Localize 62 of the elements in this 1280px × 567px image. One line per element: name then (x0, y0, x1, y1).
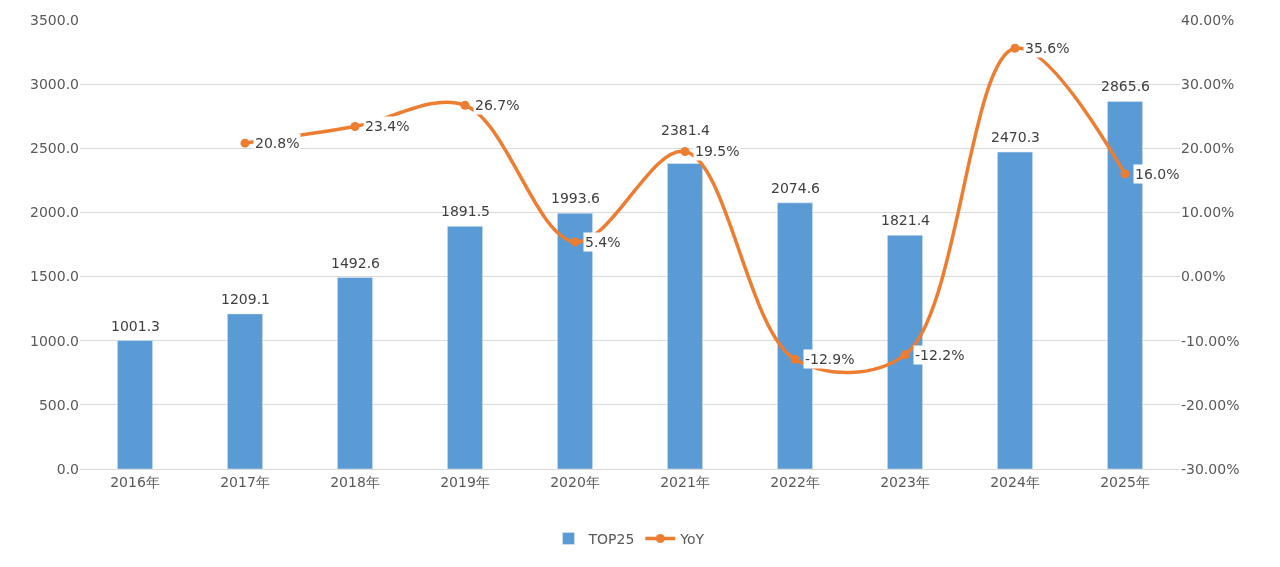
x-tick-label: 2024年 (990, 473, 1040, 490)
data-label: 1001.3 (111, 318, 160, 334)
y2-tick-label: 20.00% (1181, 140, 1235, 157)
data-label: 5.4% (585, 234, 621, 250)
bar (667, 163, 703, 469)
point (460, 100, 470, 110)
y2-tick-label: 30.00% (1181, 76, 1235, 93)
data-label: 20.8% (255, 135, 300, 151)
y-tick-label: 500.0 (38, 396, 79, 413)
bar (447, 226, 483, 469)
data-label: 35.6% (1025, 40, 1070, 56)
bar (337, 277, 373, 469)
data-label: -12.2% (915, 347, 965, 363)
point (1120, 169, 1130, 179)
y-tick-label: 3000.0 (30, 76, 79, 93)
data-label: 1891.5 (441, 203, 490, 219)
legend-label: YoY (679, 530, 705, 547)
y-tick-label: 2000.0 (30, 204, 79, 221)
bar (117, 340, 153, 469)
x-tick-label: 2017年 (220, 473, 270, 490)
y-tick-label: 1500.0 (30, 268, 79, 285)
y2-tick-label: -30.00% (1181, 460, 1240, 477)
data-label: 23.4% (365, 118, 410, 134)
point (790, 354, 800, 364)
x-tick-label: 2023年 (880, 473, 930, 490)
data-label: 2470.3 (991, 129, 1040, 145)
point (680, 146, 690, 156)
y-tick-label: 3500.0 (30, 11, 79, 28)
point (350, 121, 360, 131)
y2-tick-label: -20.00% (1181, 396, 1240, 413)
data-label: 2381.4 (661, 122, 711, 138)
data-label: 2865.6 (1101, 78, 1151, 94)
data-label: 1821.4 (881, 212, 931, 228)
point (900, 350, 910, 360)
y-tick-label: 2500.0 (30, 140, 79, 157)
legend-label: TOP25 (587, 530, 635, 547)
data-label: 1209.1 (221, 291, 270, 307)
x-tick-label: 2025年 (1100, 473, 1150, 490)
y2-tick-label: 10.00% (1181, 204, 1235, 221)
y-tick-label: 0.0 (56, 460, 79, 477)
x-tick-label: 2022年 (770, 473, 820, 490)
x-tick-label: 2018年 (330, 473, 380, 490)
data-label: 1492.6 (331, 255, 381, 271)
point (1010, 43, 1020, 53)
data-label: 1993.6 (551, 190, 601, 206)
y2-tick-label: 0.00% (1181, 268, 1226, 285)
data-label: -12.9% (805, 351, 855, 367)
bar (227, 313, 263, 469)
x-tick-label: 2020年 (550, 473, 600, 490)
bar (997, 151, 1033, 469)
data-label: 26.7% (475, 97, 520, 113)
data-label: 16.0% (1135, 166, 1180, 182)
y2-tick-label: 40.00% (1181, 11, 1235, 28)
x-tick-label: 2021年 (660, 473, 710, 490)
x-tick-label: 2016年 (110, 473, 160, 490)
y-tick-label: 1000.0 (30, 332, 79, 349)
data-label: 19.5% (695, 143, 740, 159)
y2-tick-label: -10.00% (1181, 332, 1240, 349)
point (240, 138, 250, 148)
data-label: 2074.6 (771, 180, 821, 196)
x-tick-label: 2019年 (440, 473, 490, 490)
point (570, 237, 580, 247)
